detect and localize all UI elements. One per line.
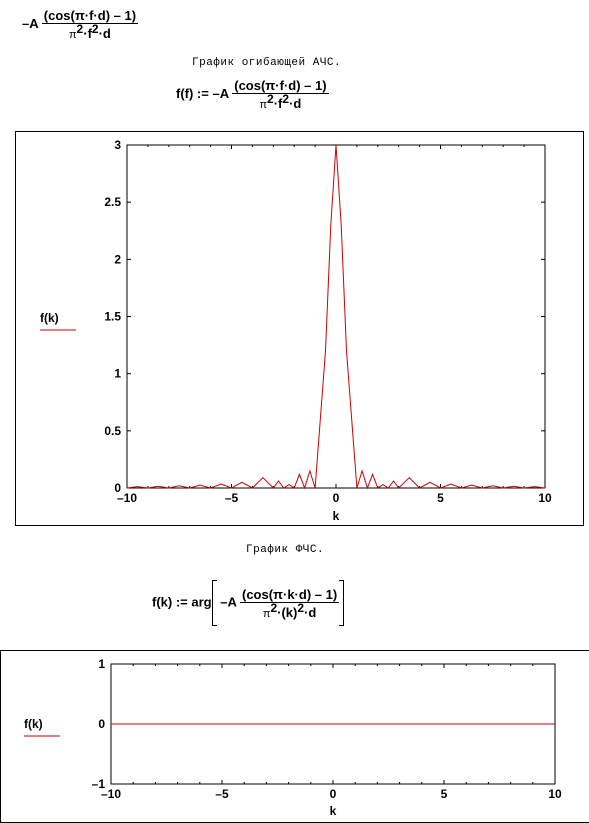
y-axis-label: f(k) (40, 311, 59, 325)
x-axis-label: k (330, 804, 337, 818)
y-tick-label: 0 (114, 481, 121, 495)
phase-definition: f(k) := arg –A (cos(π·k·d) – 1) π2·(k)2·… (152, 580, 345, 626)
amplitude-section-title: График огибающей АЧС. (192, 57, 342, 69)
x-tick-label: 10 (538, 491, 552, 505)
formula-numerator: (cos(π·f·d) – 1) (232, 78, 329, 94)
y-tick-label: 0.5 (104, 424, 121, 438)
x-axis-label: k (333, 509, 340, 523)
amplitude-definition: f(f) := –A (cos(π·f·d) – 1) π2·f2·d (176, 78, 329, 111)
formula-numerator: (cos(π·f·d) – 1) (41, 8, 139, 24)
x-tick-label: 5 (441, 787, 448, 801)
y-tick-label: 1.5 (104, 310, 121, 324)
formula-prefix: –A (212, 85, 229, 101)
x-tick-label: 10 (548, 787, 562, 801)
formula-prefix: –A (22, 15, 39, 31)
y-tick-label: 2.5 (104, 195, 121, 209)
y-tick-label: 2 (114, 252, 121, 266)
y-tick-label: 1 (98, 657, 105, 671)
phase-section-title: График ФЧС. (246, 544, 325, 556)
formula-prefix: –A (220, 594, 237, 610)
x-tick-label: 5 (437, 491, 444, 505)
right-bracket (339, 580, 345, 626)
y-axis-label: f(k) (24, 717, 43, 731)
y-tick-label: –1 (92, 777, 106, 791)
x-tick-label: –10 (101, 787, 121, 801)
formula-denominator: π2·f2·d (259, 92, 302, 111)
x-tick-label: –10 (117, 491, 137, 505)
amplitude-plot-frame[interactable] (15, 131, 584, 526)
x-tick-label: –5 (215, 787, 229, 801)
definition-lhs: f(f) := (176, 85, 209, 101)
formula-top: –A (cos(π·f·d) – 1) π2·f2·d (22, 8, 139, 41)
x-tick-label: –5 (225, 491, 239, 505)
formula-denominator: π2·f2·d (68, 22, 111, 41)
x-tick-label: 0 (330, 787, 337, 801)
y-tick-label: 0 (98, 717, 105, 731)
formula-denominator: π2·(k)2·d (262, 600, 317, 620)
left-bracket (211, 580, 217, 626)
formula-numerator: (cos(π·k·d) – 1) (239, 586, 340, 603)
y-tick-label: 1 (114, 367, 121, 381)
series-line (126, 144, 546, 490)
y-tick-label: 3 (114, 138, 121, 152)
x-tick-label: 0 (333, 491, 340, 505)
definition-lhs: f(k) := arg (152, 594, 212, 610)
